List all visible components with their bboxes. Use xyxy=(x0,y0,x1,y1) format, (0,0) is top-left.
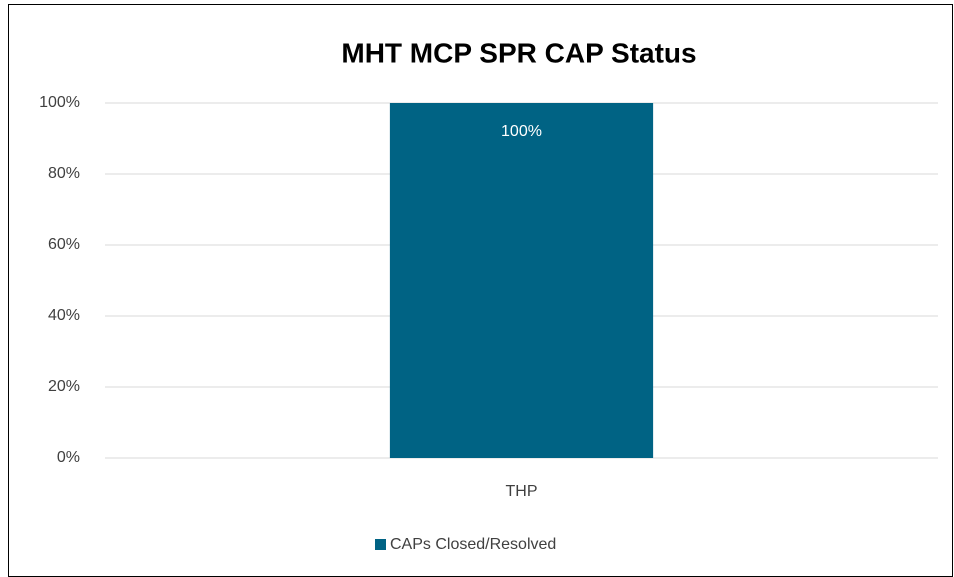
chart-title: MHT MCP SPR CAP Status xyxy=(341,37,696,68)
y-tick-label: 100% xyxy=(39,94,80,111)
data-label: 100% xyxy=(501,123,542,140)
legend-swatch xyxy=(375,539,386,550)
y-tick-label: 20% xyxy=(48,378,80,395)
y-tick-label: 60% xyxy=(48,236,80,253)
legend-label: CAPs Closed/Resolved xyxy=(390,536,556,553)
y-tick-label: 0% xyxy=(57,449,80,466)
x-tick-label: THP xyxy=(506,483,538,500)
y-tick-label: 40% xyxy=(48,307,80,324)
bar xyxy=(389,103,654,458)
y-tick-label: 80% xyxy=(48,165,80,182)
